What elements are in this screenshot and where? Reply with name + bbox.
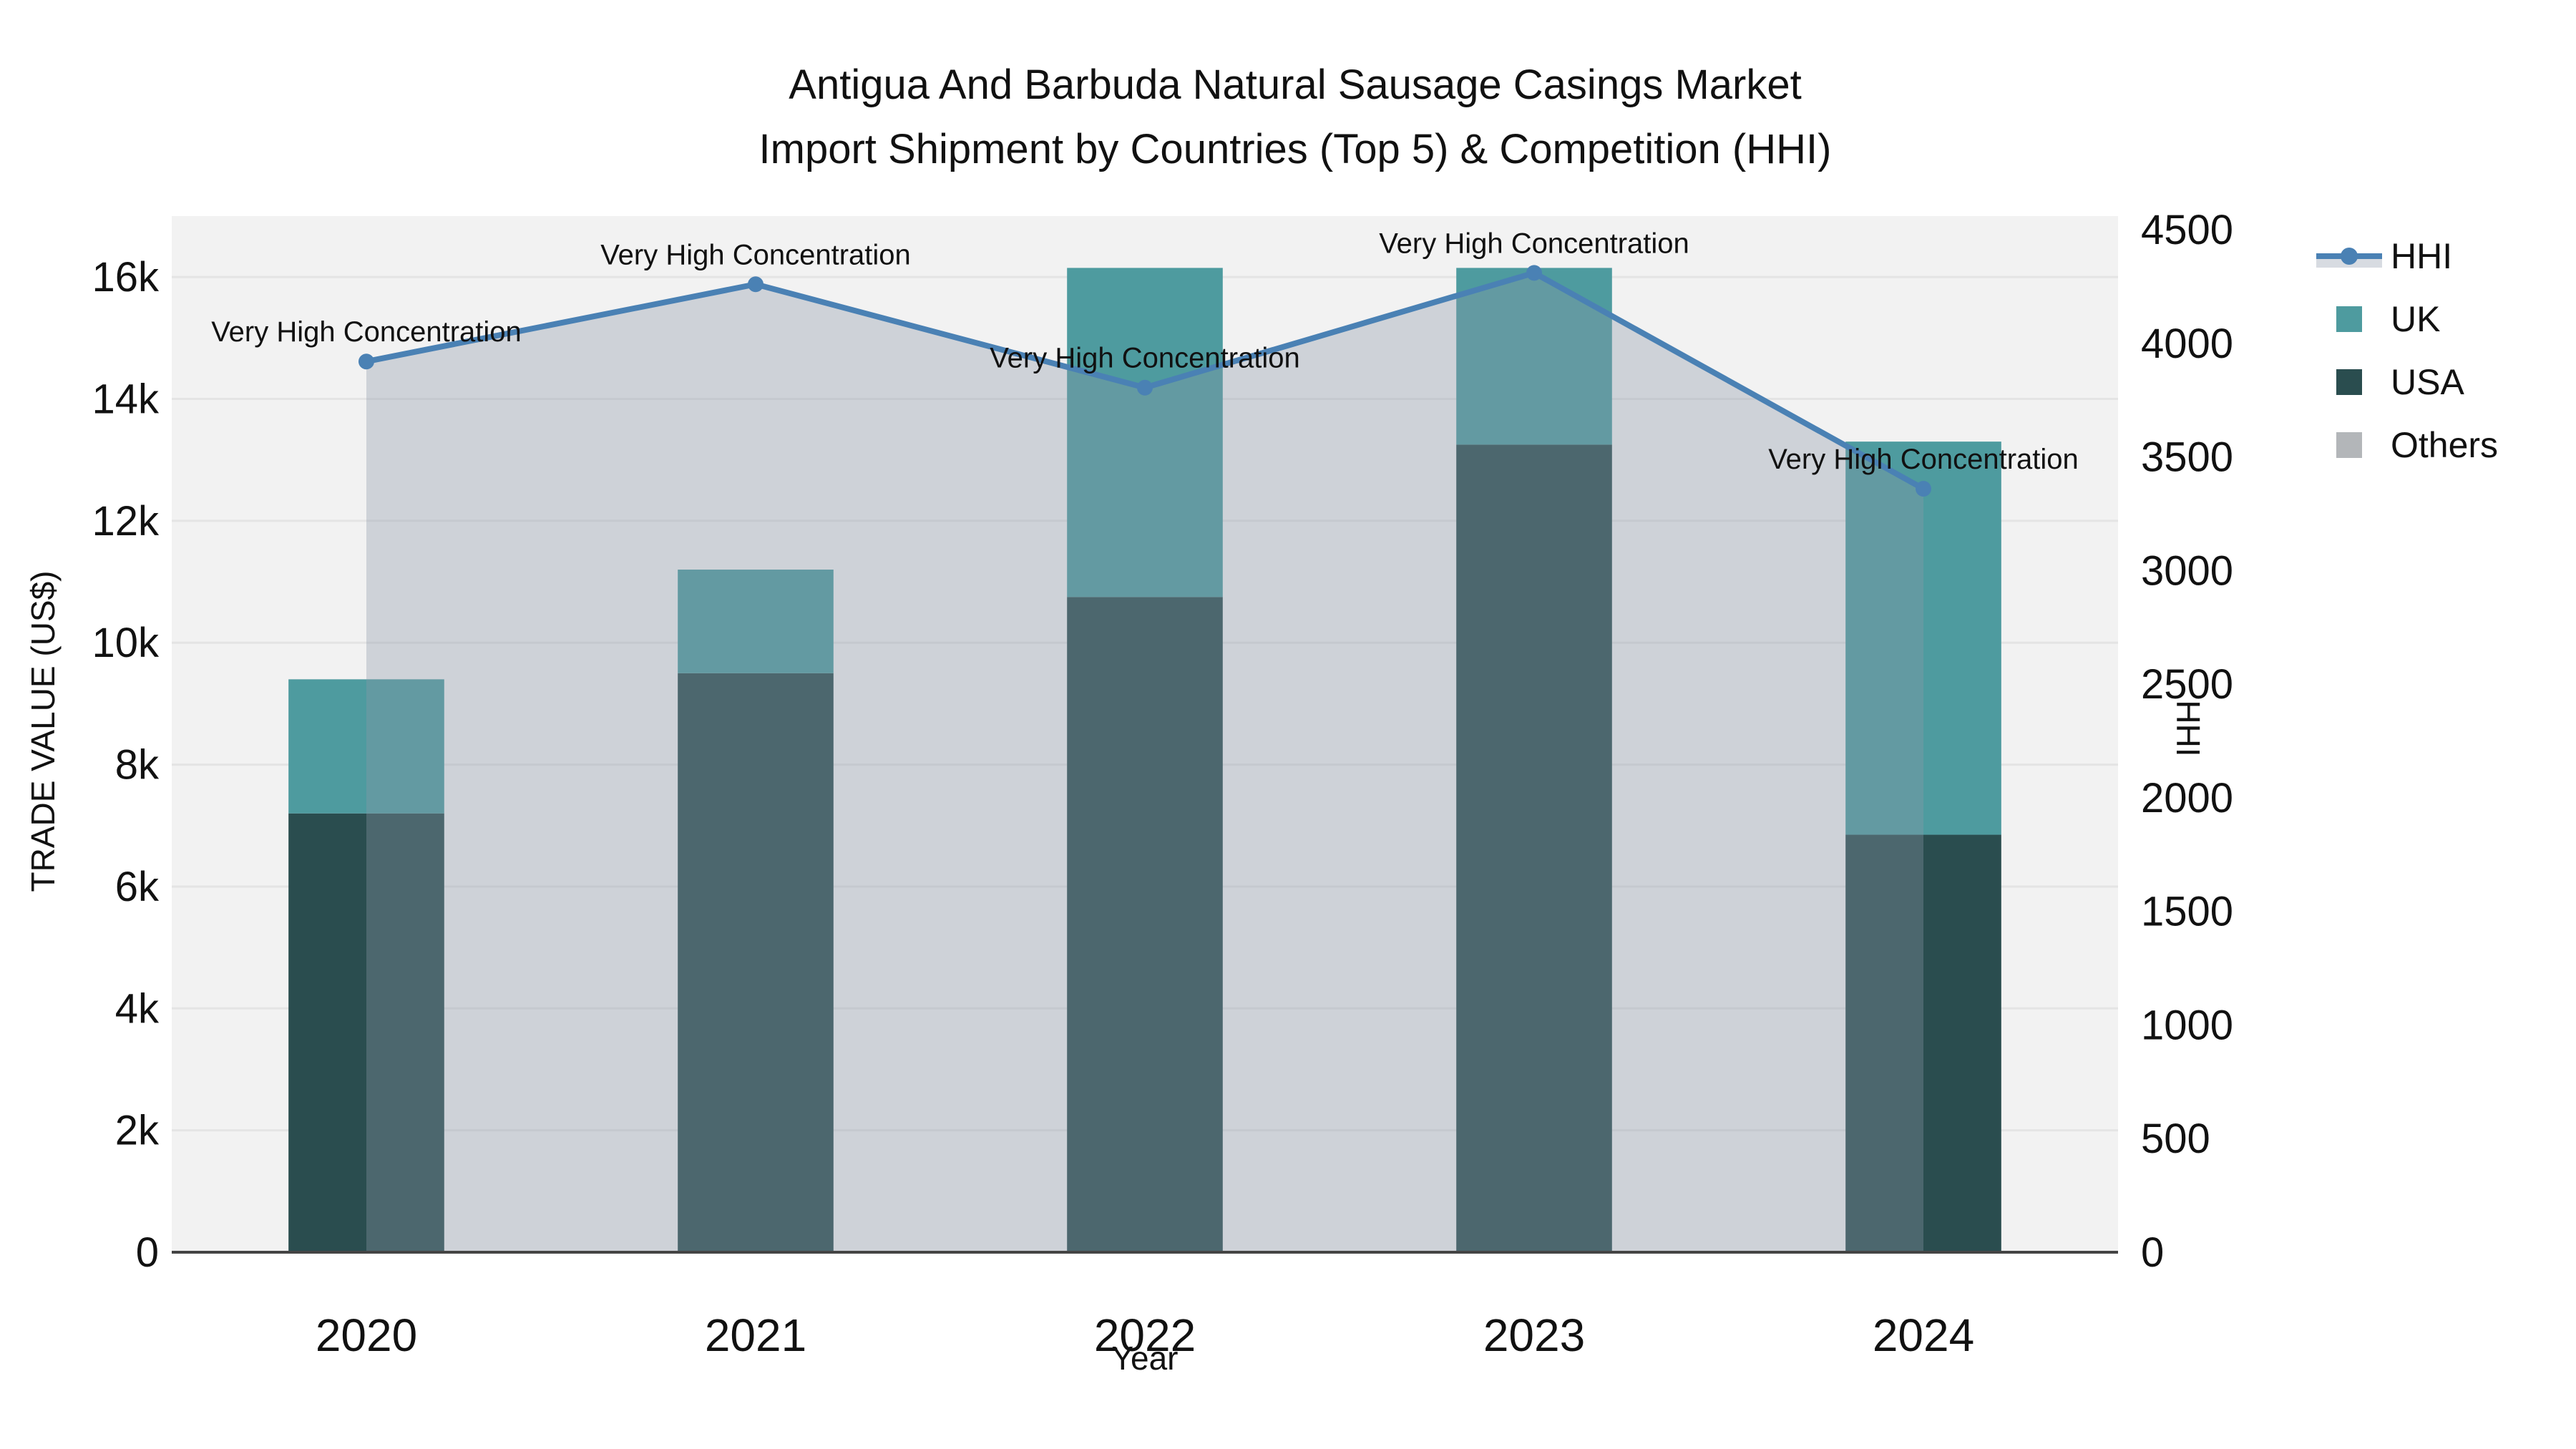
hhi-point-2020[interactable] bbox=[358, 353, 374, 370]
bar-usa-2022[interactable] bbox=[1067, 597, 1223, 1252]
bar-uk-2024[interactable] bbox=[1845, 441, 2001, 835]
y2-tick-label: 4000 bbox=[2141, 321, 2233, 367]
hhi-point-2022[interactable] bbox=[1137, 379, 1153, 396]
hhi-point-2024[interactable] bbox=[1916, 481, 1931, 497]
y2-tick-label: 0 bbox=[2141, 1229, 2164, 1276]
y2-tick-label: 2000 bbox=[2141, 775, 2233, 821]
legend-hhi-marker bbox=[2341, 248, 2358, 265]
legend-label-uk[interactable]: UK bbox=[2391, 299, 2440, 339]
bar-usa-2023[interactable] bbox=[1456, 444, 1612, 1252]
chart-title-line1: Antigua And Barbuda Natural Sausage Casi… bbox=[789, 62, 1802, 108]
chart-title: Antigua And Barbuda Natural Sausage Casi… bbox=[0, 53, 2576, 182]
y-tick-label: 14k bbox=[92, 376, 160, 423]
hhi-point-2023[interactable] bbox=[1526, 265, 1542, 281]
bar-uk-2023[interactable] bbox=[1456, 268, 1612, 445]
legend-swatch-usa bbox=[2336, 369, 2362, 395]
bar-uk-2020[interactable] bbox=[288, 679, 444, 814]
x-tick-label-2022: 2022 bbox=[1094, 1309, 1196, 1361]
x-tick-label-2021: 2021 bbox=[705, 1309, 806, 1361]
annotation-2020: Very High Concentration bbox=[211, 316, 522, 348]
y2-tick-label: 3000 bbox=[2141, 547, 2233, 594]
legend-item-hhi[interactable]: HHI bbox=[2316, 236, 2452, 276]
annotation-2024: Very High Concentration bbox=[1768, 444, 2079, 475]
legend-item-usa[interactable]: USA bbox=[2336, 362, 2464, 402]
legend-item-uk[interactable]: UK bbox=[2336, 299, 2440, 339]
bar-usa-2020[interactable] bbox=[288, 813, 444, 1252]
legend-swatch-others bbox=[2336, 432, 2362, 458]
y2-tick-label: 1500 bbox=[2141, 889, 2233, 935]
bar-uk-2022[interactable] bbox=[1067, 268, 1223, 597]
annotation-2021: Very High Concentration bbox=[600, 239, 911, 270]
y-tick-label: 12k bbox=[92, 498, 160, 545]
x-tick-label-2020: 2020 bbox=[316, 1309, 417, 1361]
x-axis-title: Year bbox=[1111, 1340, 1179, 1377]
hhi-area-fill bbox=[366, 273, 1923, 1252]
y2-tick-label: 2500 bbox=[2141, 661, 2233, 708]
y2-axis-title: HHI bbox=[2170, 700, 2207, 757]
hhi-point-2021[interactable] bbox=[748, 276, 763, 293]
annotation-2023: Very High Concentration bbox=[1379, 228, 1689, 259]
bar-uk-2021[interactable] bbox=[678, 570, 834, 673]
annotation-2022: Very High Concentration bbox=[990, 343, 1300, 374]
x-tick-label-2024: 2024 bbox=[1873, 1309, 1974, 1361]
legend-label-others[interactable]: Others bbox=[2391, 425, 2498, 465]
legend-label-usa[interactable]: USA bbox=[2391, 362, 2464, 402]
y-tick-label: 6k bbox=[115, 864, 160, 910]
legend-swatch-uk bbox=[2336, 306, 2362, 332]
bar-usa-2021[interactable] bbox=[678, 673, 834, 1252]
y2-tick-label: 500 bbox=[2141, 1116, 2210, 1162]
y2-tick-label: 3500 bbox=[2141, 434, 2233, 481]
x-tick-label-2023: 2023 bbox=[1483, 1309, 1585, 1361]
y2-tick-label: 1000 bbox=[2141, 1002, 2233, 1048]
y-axis-title: TRADE VALUE (US$) bbox=[24, 570, 62, 892]
legend-item-others[interactable]: Others bbox=[2336, 425, 2498, 465]
y-tick-label: 16k bbox=[92, 254, 160, 301]
legend-label-hhi[interactable]: HHI bbox=[2391, 236, 2452, 276]
y-tick-label: 10k bbox=[92, 620, 160, 666]
y-tick-label: 8k bbox=[115, 742, 160, 789]
y-tick-label: 4k bbox=[115, 985, 160, 1032]
y-tick-label: 0 bbox=[136, 1229, 159, 1276]
chart-title-line2: Import Shipment by Countries (Top 5) & C… bbox=[758, 125, 1832, 172]
y-tick-label: 2k bbox=[115, 1108, 160, 1154]
y2-tick-label: 4500 bbox=[2141, 207, 2233, 253]
bar-usa-2024[interactable] bbox=[1845, 834, 2001, 1252]
